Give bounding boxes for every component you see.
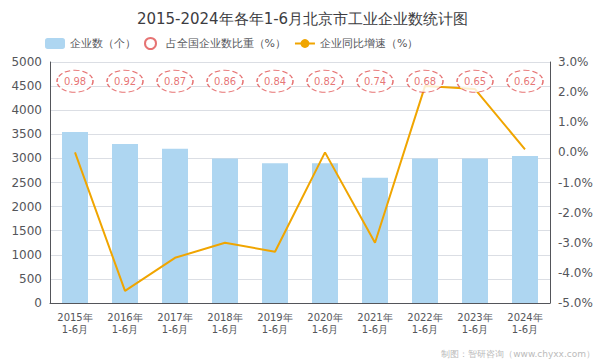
svg-text:1.0%: 1.0% [558, 115, 589, 129]
svg-text:0.87: 0.87 [164, 76, 186, 87]
svg-text:占全国企业数比重（%）: 占全国企业数比重（%） [166, 37, 286, 50]
svg-text:企业数（个）: 企业数（个） [70, 37, 136, 50]
svg-text:0.65: 0.65 [464, 76, 486, 87]
svg-text:2016年: 2016年 [107, 312, 142, 323]
svg-text:1000: 1000 [11, 248, 42, 262]
svg-text:2022年: 2022年 [407, 312, 442, 323]
svg-text:1-6月: 1-6月 [362, 324, 388, 335]
svg-text:2019年: 2019年 [257, 312, 292, 323]
svg-text:2.0%: 2.0% [558, 85, 589, 99]
svg-text:1500: 1500 [11, 224, 42, 238]
svg-text:3.0%: 3.0% [558, 55, 589, 69]
svg-text:1-6月: 1-6月 [112, 324, 138, 335]
svg-text:2500: 2500 [11, 176, 42, 190]
svg-text:企业同比增速（%）: 企业同比增速（%） [320, 37, 418, 50]
svg-text:500: 500 [19, 272, 42, 286]
svg-text:-5.0%: -5.0% [558, 296, 593, 310]
svg-text:1-6月: 1-6月 [162, 324, 188, 335]
svg-text:0: 0 [34, 296, 42, 310]
svg-text:0.98: 0.98 [64, 76, 86, 87]
svg-text:1-6月: 1-6月 [212, 324, 238, 335]
svg-text:0.86: 0.86 [214, 76, 236, 87]
svg-text:-2.0%: -2.0% [558, 206, 593, 220]
svg-text:0.84: 0.84 [264, 76, 286, 87]
svg-text:2020年: 2020年 [307, 312, 342, 323]
svg-text:0.82: 0.82 [314, 76, 336, 87]
svg-text:0.62: 0.62 [514, 76, 536, 87]
svg-text:2024年: 2024年 [507, 312, 542, 323]
svg-text:1-6月: 1-6月 [262, 324, 288, 335]
svg-text:0.92: 0.92 [114, 76, 136, 87]
svg-text:2015-2024年各年1-6月北京市工业企业数统计图: 2015-2024年各年1-6月北京市工业企业数统计图 [137, 10, 468, 28]
svg-text:-1.0%: -1.0% [558, 176, 593, 190]
svg-text:4000: 4000 [11, 103, 42, 117]
svg-text:1-6月: 1-6月 [512, 324, 538, 335]
svg-text:制图：智研咨询（www.chyxx.com）: 制图：智研咨询（www.chyxx.com） [441, 349, 595, 359]
svg-text:3500: 3500 [11, 127, 42, 141]
svg-text:2015年: 2015年 [57, 312, 92, 323]
svg-text:0.68: 0.68 [414, 76, 436, 87]
svg-text:0.0%: 0.0% [558, 145, 589, 159]
svg-text:0.74: 0.74 [364, 76, 386, 87]
svg-text:1-6月: 1-6月 [312, 324, 338, 335]
svg-text:2023年: 2023年 [457, 312, 492, 323]
svg-text:5000: 5000 [11, 55, 42, 69]
svg-text:2018年: 2018年 [207, 312, 242, 323]
svg-text:1-6月: 1-6月 [62, 324, 88, 335]
svg-text:-4.0%: -4.0% [558, 266, 593, 280]
svg-text:1-6月: 1-6月 [462, 324, 488, 335]
svg-text:4500: 4500 [11, 79, 42, 93]
svg-text:2000: 2000 [11, 200, 42, 214]
svg-text:2017年: 2017年 [157, 312, 192, 323]
svg-text:1-6月: 1-6月 [412, 324, 438, 335]
svg-text:3000: 3000 [11, 151, 42, 165]
svg-text:2021年: 2021年 [357, 312, 392, 323]
svg-text:-3.0%: -3.0% [558, 236, 593, 250]
